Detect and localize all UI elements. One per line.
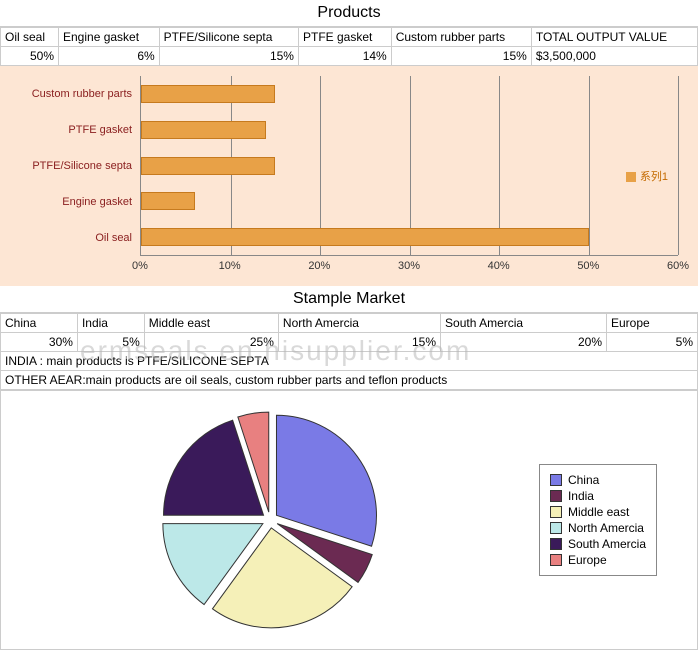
bar	[141, 85, 275, 103]
bar-label: Custom rubber parts	[10, 88, 140, 100]
legend-item: North Amercia	[550, 521, 646, 535]
market-table: ChinaIndiaMiddle eastNorth AmerciaSouth …	[0, 313, 698, 352]
legend-item: South Amercia	[550, 537, 646, 551]
products-table: Oil sealEngine gasketPTFE/Silicone septa…	[0, 27, 698, 66]
bar-label: Oil seal	[10, 232, 140, 244]
legend-item: China	[550, 473, 646, 487]
legend-item: Middle east	[550, 505, 646, 519]
note-india: INDIA : main products is PTFE/SILICONE S…	[0, 352, 698, 371]
bar-label: Engine gasket	[10, 196, 140, 208]
pie-slice	[276, 415, 376, 546]
bar-label: PTFE/Silicone septa	[10, 160, 140, 172]
bar	[141, 157, 275, 175]
bar	[141, 228, 589, 246]
bar	[141, 192, 195, 210]
products-title: Products	[0, 0, 698, 27]
bar-label: PTFE gasket	[10, 124, 140, 136]
legend-item: Europe	[550, 553, 646, 567]
pie-legend: China India Middle east North Amercia South …	[539, 464, 657, 576]
note-other: OTHER AEAR:main products are oil seals, …	[0, 371, 698, 390]
bar-chart: Custom rubber parts PTFE gasket PTFE/Silic…	[0, 66, 698, 286]
bar	[141, 121, 266, 139]
bar-legend: 系列1	[626, 168, 668, 184]
pie-chart: China India Middle east North Amercia South …	[0, 390, 698, 650]
legend-item: India	[550, 489, 646, 503]
market-title: Stample Market	[0, 286, 698, 313]
